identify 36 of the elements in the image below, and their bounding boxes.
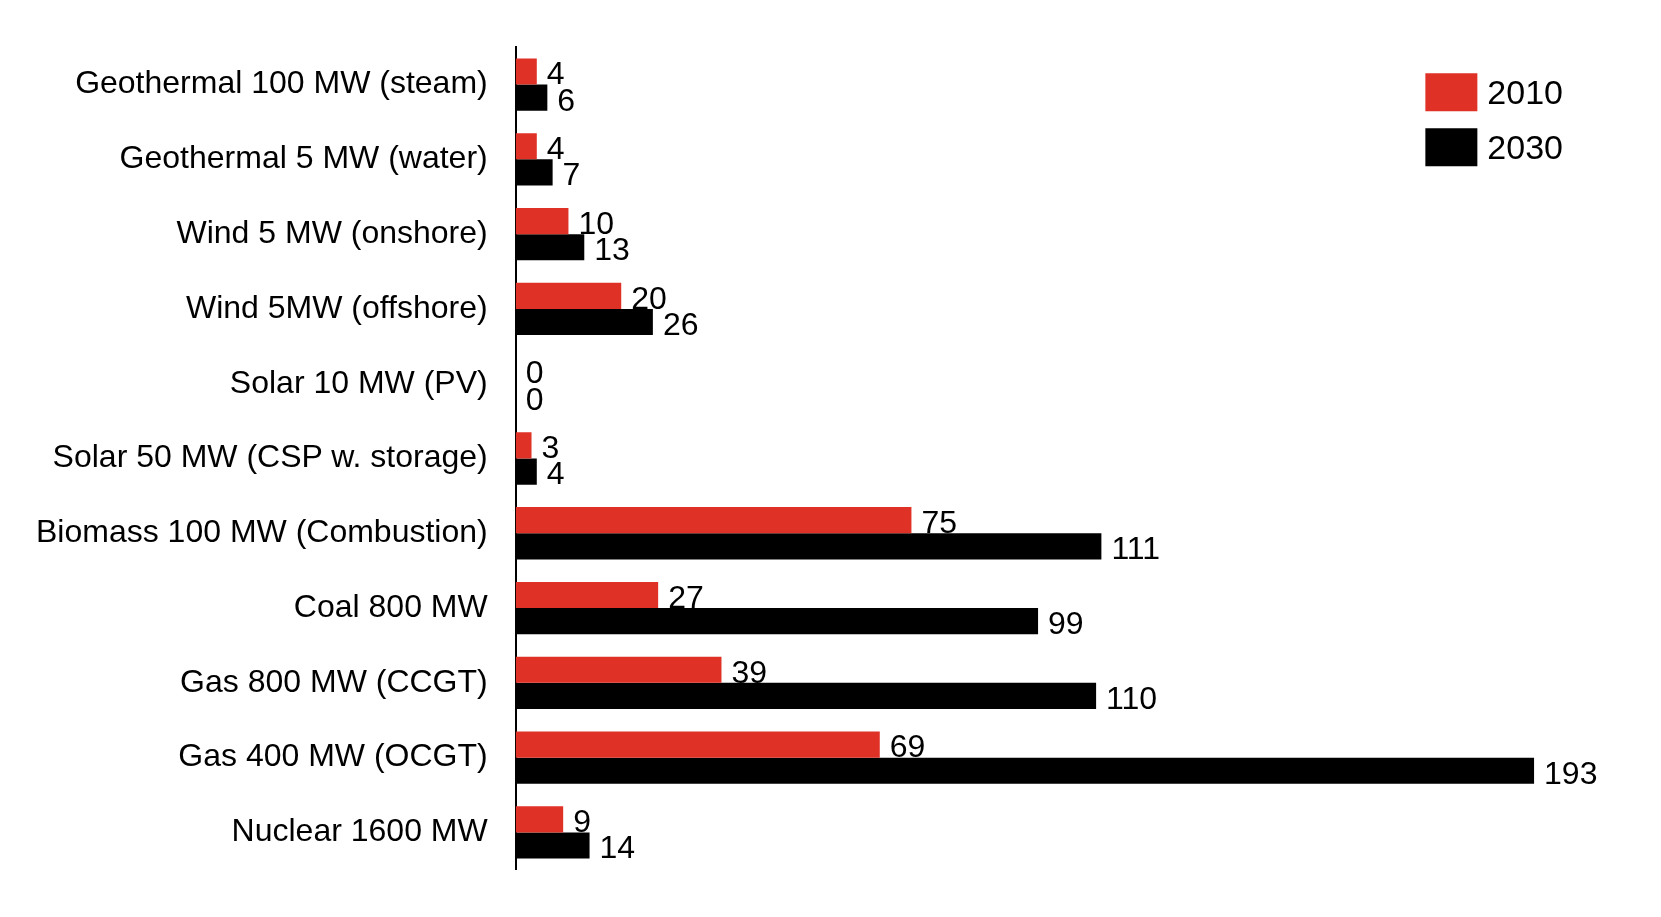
y-tick-label: Coal 800 MW: [293, 587, 489, 624]
data-label: 39: [731, 653, 768, 690]
y-tick-label: Wind 5 MW (onshore): [176, 213, 488, 250]
bar: [515, 656, 722, 683]
bar: [515, 282, 622, 309]
bar: [515, 507, 912, 534]
y-tick-label: Geothermal 5 MW (water): [119, 139, 488, 176]
data-label: 20: [631, 279, 667, 316]
y-tick-label: Geothermal 100 MW (steam): [75, 64, 488, 101]
y-tick-label: Gas 400 MW (OCGT): [178, 737, 488, 774]
bar: [515, 133, 537, 160]
data-label: 9: [573, 803, 591, 840]
y-tick-label: Biomass 100 MW (Combustion): [36, 513, 488, 550]
data-label: 69: [889, 728, 926, 765]
bar: [515, 581, 659, 609]
data-label: 7: [562, 156, 581, 193]
bar: [515, 207, 569, 235]
data-label: 193: [1544, 754, 1598, 791]
legend-label: 2010: [1487, 72, 1563, 111]
bar: [515, 806, 564, 833]
y-tick-label: Gas 800 MW (CCGT): [180, 662, 488, 699]
data-label: 75: [921, 504, 958, 541]
bar: [515, 731, 880, 758]
bar: [515, 58, 537, 85]
data-label: 99: [1048, 604, 1084, 641]
data-label: 14: [599, 829, 636, 866]
y-tick-label: Wind 5MW (offshore): [185, 288, 488, 325]
data-label: 110: [1106, 679, 1158, 716]
legend-label: 2030: [1487, 127, 1563, 166]
y-tick-label: Solar 10 MW (PV): [229, 363, 488, 400]
data-label: 4: [546, 130, 565, 167]
data-label: 111: [1111, 530, 1161, 567]
bar: [515, 432, 532, 459]
y-tick-label: Nuclear 1600 MW: [231, 812, 489, 849]
data-label: 27: [668, 578, 704, 615]
y-tick-label: Solar 50 MW (CSP w. storage): [52, 438, 488, 475]
